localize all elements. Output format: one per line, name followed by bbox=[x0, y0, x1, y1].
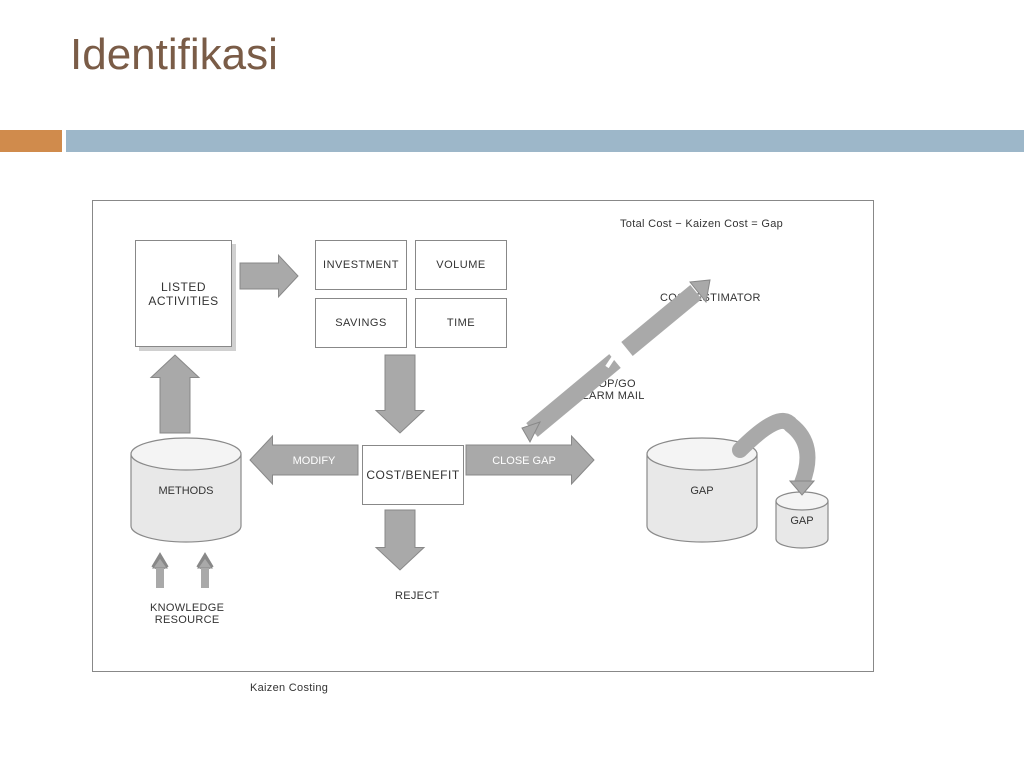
label-reject: REJECT bbox=[395, 590, 440, 602]
label-formula: Total Cost − Kaizen Cost = Gap bbox=[620, 218, 783, 230]
node-investment: INVESTMENT bbox=[315, 240, 407, 290]
caption-kaizen: Kaizen Costing bbox=[250, 682, 328, 694]
label-estimator: COST ESTIMATOR bbox=[660, 292, 761, 304]
accent-bar-orange bbox=[0, 130, 62, 152]
accent-bar-blue bbox=[66, 130, 1024, 152]
node-savings: SAVINGS bbox=[315, 298, 407, 348]
node-time: TIME bbox=[415, 298, 507, 348]
label-knowledge: KNOWLEDGERESOURCE bbox=[150, 602, 224, 626]
page-title: Identifikasi bbox=[70, 30, 278, 80]
label-stopgo: STOP/GOALARM MAIL bbox=[575, 378, 645, 402]
node-listed-activities: LISTEDACTIVITIES bbox=[135, 240, 232, 347]
node-cost-benefit: COST/BENEFIT bbox=[362, 445, 464, 505]
node-volume: VOLUME bbox=[415, 240, 507, 290]
